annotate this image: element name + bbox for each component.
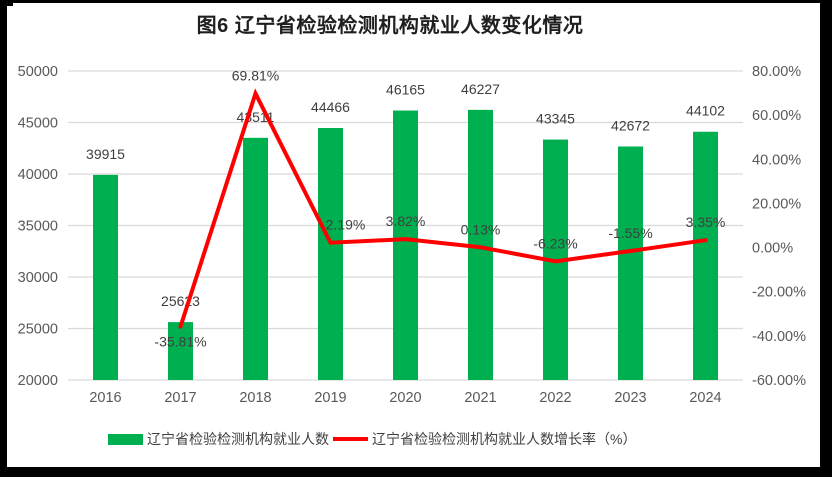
- y-axis-tick-left: 20000: [18, 373, 58, 389]
- y-axis-tick-left: 50000: [18, 64, 58, 80]
- bar-value-label: 44102: [686, 103, 725, 119]
- growth-value-label: -6.23%: [533, 235, 577, 251]
- bar: [168, 322, 193, 380]
- x-axis-tick: 2020: [389, 390, 421, 406]
- bar: [618, 146, 643, 380]
- y-axis-tick-right: 40.00%: [752, 152, 801, 168]
- x-axis-tick: 2023: [614, 390, 646, 406]
- legend-line-label: 辽宁省检验检测机构就业人数增长率（%）: [372, 431, 637, 447]
- y-axis-tick-right: -20.00%: [752, 285, 806, 301]
- scan-border-bottom: [0, 467, 832, 477]
- growth-value-label: 69.81%: [232, 67, 279, 83]
- y-axis-tick-right: 60.00%: [752, 108, 801, 124]
- bar: [393, 110, 418, 381]
- y-axis-tick-left: 25000: [18, 322, 58, 338]
- bar: [693, 131, 718, 380]
- legend-line-swatch-icon: [333, 437, 368, 441]
- scan-border-top: [0, 0, 832, 3]
- bar-value-label: 25623: [161, 293, 200, 309]
- x-axis-tick: 2017: [164, 390, 196, 406]
- growth-value-label: 3.82%: [386, 213, 426, 229]
- growth-value-label: 0.13%: [461, 221, 501, 237]
- bar: [93, 174, 118, 380]
- scan-border-left: [0, 0, 7, 477]
- y-axis-tick-left: 45000: [18, 116, 58, 132]
- x-axis-tick: 2021: [464, 390, 496, 406]
- legend-bar-label: 辽宁省检验检测机构就业人数: [147, 431, 329, 447]
- growth-line: [178, 88, 708, 329]
- growth-value-label: -1.55%: [608, 225, 652, 241]
- bar-value-label: 46227: [461, 81, 500, 97]
- x-axis-tick: 2024: [689, 390, 721, 406]
- bar-value-label: 44466: [311, 99, 350, 115]
- growth-value-label: 2.19%: [326, 217, 366, 233]
- legend-bar-swatch-icon: [108, 433, 143, 445]
- y-axis-tick-right: 0.00%: [752, 241, 793, 257]
- y-axis-tick-right: -40.00%: [752, 329, 806, 345]
- chart-legend: 辽宁省检验检测机构就业人数 辽宁省检验检测机构就业人数增长率（%）: [108, 430, 636, 448]
- chart-title: 图6 辽宁省检验检测机构就业人数变化情况: [196, 15, 584, 37]
- growth-value-label: -35.81%: [154, 334, 206, 350]
- x-axis-tick: 2016: [89, 390, 121, 406]
- y-axis-tick-left: 30000: [18, 270, 58, 286]
- growth-value-label: 3.35%: [686, 214, 726, 230]
- bar-value-label: 39915: [86, 146, 125, 162]
- bar: [318, 128, 343, 380]
- x-axis-tick: 2019: [314, 390, 346, 406]
- bar-value-label: 43345: [536, 111, 575, 127]
- y-axis-tick-left: 35000: [18, 219, 58, 235]
- y-axis-tick-left: 40000: [18, 167, 58, 183]
- x-axis-tick: 2018: [239, 390, 271, 406]
- scan-border-corner: [0, 0, 13, 6]
- scan-border-right: [820, 0, 832, 477]
- bar: [243, 137, 268, 380]
- y-axis-tick-right: -60.00%: [752, 373, 806, 389]
- bar-value-label: 42672: [611, 117, 650, 133]
- y-axis-tick-right: 20.00%: [752, 196, 801, 212]
- x-axis-tick: 2022: [539, 390, 571, 406]
- y-axis-tick-right: 80.00%: [752, 64, 801, 80]
- bar-value-label: 46165: [386, 82, 425, 98]
